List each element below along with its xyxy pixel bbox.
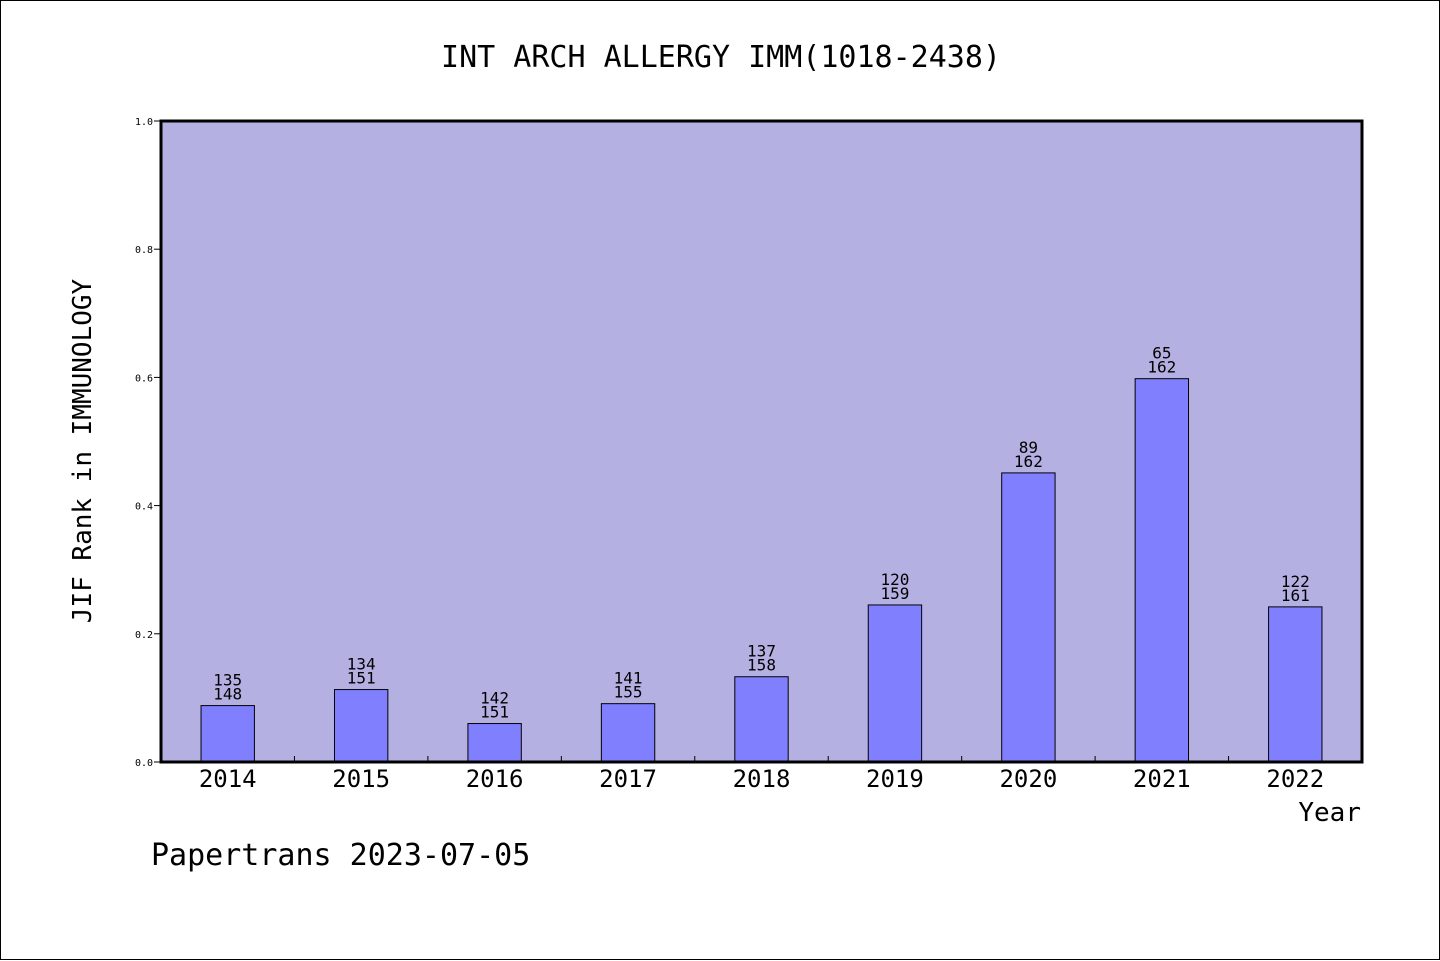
x-tick-label: 2014	[199, 765, 257, 793]
bar-2020	[1001, 472, 1056, 763]
bar-rank-label: 134	[347, 655, 376, 674]
x-axis-ticks: 2014 2015 2016 2017 2018 2019 2020 2021 2022	[199, 756, 1324, 793]
bar-total-label: 161	[1281, 586, 1310, 605]
y-tick-label: 0.0	[135, 758, 153, 769]
bar-2018	[734, 676, 789, 763]
bar-total-label: 159	[880, 584, 909, 603]
y-axis-ticks: 0.0 0.2 0.4 0.6 0.8 1.0	[135, 117, 161, 769]
bar-rank-label: 142	[480, 689, 509, 708]
y-tick-label: 0.8	[135, 245, 153, 256]
bar-2019	[867, 604, 923, 763]
bar-2021	[1134, 378, 1190, 763]
x-tick-label: 2020	[999, 765, 1057, 793]
bar-2022	[1268, 606, 1323, 763]
y-axis-label: JIF Rank in IMMUNOLOGY	[68, 278, 98, 623]
y-tick-label: 0.4	[135, 502, 153, 513]
bar-2015	[333, 689, 389, 763]
bar-total-label: 148	[213, 685, 242, 704]
footer-text: Papertrans 2023-07-05	[151, 838, 530, 873]
bar-rank-label: 65	[1152, 344, 1171, 363]
x-tick-label: 2016	[466, 765, 524, 793]
bar-rank-label: 141	[614, 669, 643, 688]
bar-total-label: 155	[614, 683, 643, 702]
bar-rank-label: 137	[747, 642, 776, 661]
bar-2016	[467, 723, 522, 763]
bar-total-label: 151	[347, 669, 376, 688]
bar-total-label: 162	[1014, 452, 1043, 471]
y-tick-label: 0.2	[135, 630, 153, 641]
bar-rank-label: 120	[880, 570, 909, 589]
x-tick-label: 2017	[599, 765, 657, 793]
bar-rank-label: 135	[213, 671, 242, 690]
bars-group: 1351481341511421511411551371581201598916…	[200, 344, 1323, 763]
bar-2017	[600, 703, 656, 763]
y-tick-label: 1.0	[135, 117, 153, 128]
x-tick-label: 2022	[1266, 765, 1324, 793]
bar-total-label: 158	[747, 656, 776, 675]
x-tick-label: 2018	[733, 765, 791, 793]
x-axis-label: Year	[1298, 798, 1361, 828]
x-tick-label: 2019	[866, 765, 924, 793]
bar-rank-label: 89	[1019, 438, 1038, 457]
bar-total-label: 151	[480, 703, 509, 722]
bar-2014	[200, 705, 255, 763]
plot-border	[159, 119, 1364, 764]
y-tick-label: 0.6	[135, 373, 153, 384]
bar-rank-label: 122	[1281, 572, 1310, 591]
x-tick-label: 2021	[1133, 765, 1191, 793]
chart-title: INT ARCH ALLERGY IMM(1018-2438)	[441, 40, 1001, 75]
x-tick-label: 2015	[332, 765, 390, 793]
bar-total-label: 162	[1147, 358, 1176, 377]
